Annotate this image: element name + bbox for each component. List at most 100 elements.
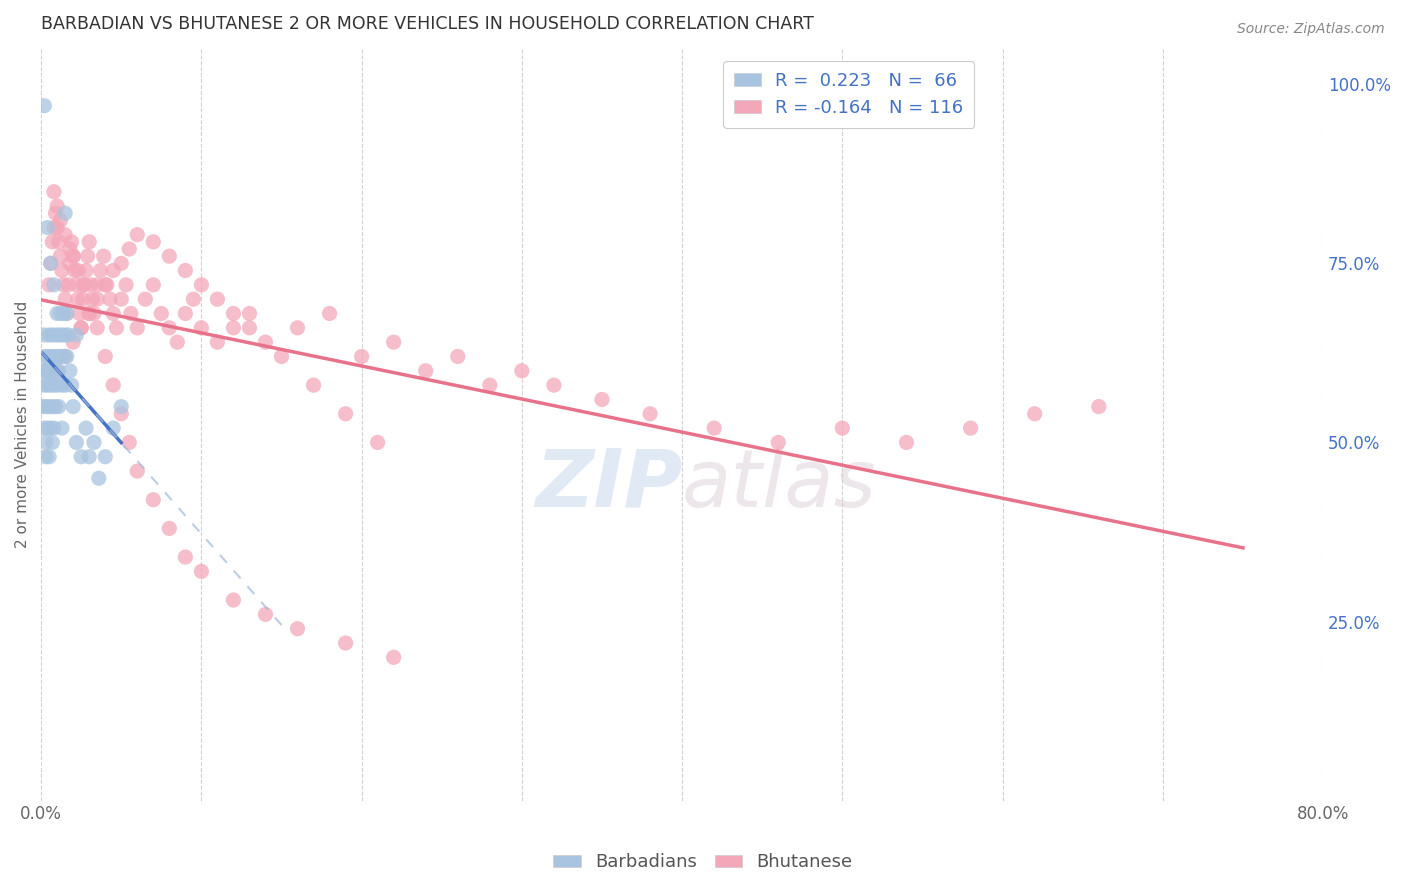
Point [51, 421, 73, 435]
Point [66, 292, 89, 306]
Point [48, 235, 70, 249]
Point [270, 350, 292, 364]
Point [37, 421, 59, 435]
Point [38, 328, 60, 343]
Legend: Barbadians, Bhutanese: Barbadians, Bhutanese [546, 847, 860, 879]
Point [75, 263, 97, 277]
Point [415, 364, 437, 378]
Point [70, 450, 93, 464]
Point [318, 306, 340, 320]
Point [110, 400, 132, 414]
Point [34, 421, 56, 435]
Point [44, 364, 66, 378]
Point [46, 199, 69, 213]
Text: BARBADIAN VS BHUTANESE 2 OR MORE VEHICLES IN HOUSEHOLD CORRELATION CHART: BARBADIAN VS BHUTANESE 2 OR MORE VEHICLE… [41, 15, 814, 33]
Point [46, 364, 69, 378]
Point [335, 407, 357, 421]
Point [103, 421, 125, 435]
Point [190, 277, 212, 292]
Point [37, 350, 59, 364]
Point [287, 321, 309, 335]
Point [34, 328, 56, 343]
Point [53, 227, 76, 242]
Point [69, 306, 91, 320]
Point [48, 328, 70, 343]
Point [62, 249, 84, 263]
Point [174, 263, 197, 277]
Point [254, 335, 277, 350]
Point [48, 400, 70, 414]
Point [190, 565, 212, 579]
Point [76, 249, 98, 263]
Point [543, 378, 565, 392]
Point [142, 492, 165, 507]
Point [118, 242, 141, 256]
Point [75, 421, 97, 435]
Point [72, 292, 94, 306]
Point [62, 249, 84, 263]
Point [959, 421, 981, 435]
Point [222, 306, 245, 320]
Point [110, 256, 132, 270]
Point [39, 378, 62, 392]
Point [38, 400, 60, 414]
Text: Source: ZipAtlas.com: Source: ZipAtlas.com [1237, 22, 1385, 37]
Point [49, 213, 72, 227]
Point [52, 306, 75, 320]
Point [63, 263, 86, 277]
Point [478, 378, 501, 392]
Point [59, 242, 82, 256]
Point [37, 378, 59, 392]
Point [105, 321, 128, 335]
Point [41, 364, 63, 378]
Point [103, 378, 125, 392]
Point [831, 421, 853, 435]
Point [207, 335, 229, 350]
Point [53, 292, 76, 306]
Point [53, 350, 76, 364]
Point [41, 435, 63, 450]
Point [287, 622, 309, 636]
Text: atlas: atlas [682, 446, 877, 524]
Point [34, 378, 56, 392]
Point [89, 263, 111, 277]
Point [46, 306, 69, 320]
Point [41, 400, 63, 414]
Point [127, 321, 149, 335]
Point [49, 249, 72, 263]
Legend: R =  0.223   N =  66, R = -0.164   N = 116: R = 0.223 N = 66, R = -0.164 N = 116 [723, 62, 974, 128]
Point [42, 350, 65, 364]
Point [350, 350, 373, 364]
Point [82, 292, 104, 306]
Point [39, 256, 62, 270]
Point [51, 263, 73, 277]
Point [367, 435, 389, 450]
Point [65, 328, 87, 343]
Point [46, 220, 69, 235]
Point [58, 277, 80, 292]
Point [53, 328, 76, 343]
Point [134, 292, 156, 306]
Point [44, 206, 66, 220]
Point [70, 321, 93, 335]
Point [174, 550, 197, 565]
Point [703, 421, 725, 435]
Point [73, 277, 96, 292]
Point [59, 364, 82, 378]
Point [70, 321, 93, 335]
Point [222, 321, 245, 335]
Point [222, 593, 245, 607]
Point [83, 435, 105, 450]
Point [238, 321, 260, 335]
Point [77, 306, 100, 320]
Point [49, 350, 72, 364]
Point [207, 292, 229, 306]
Point [38, 364, 60, 378]
Point [382, 335, 405, 350]
Point [42, 378, 65, 392]
Point [142, 235, 165, 249]
Point [94, 277, 117, 292]
Point [302, 378, 325, 392]
Point [42, 220, 65, 235]
Point [98, 292, 121, 306]
